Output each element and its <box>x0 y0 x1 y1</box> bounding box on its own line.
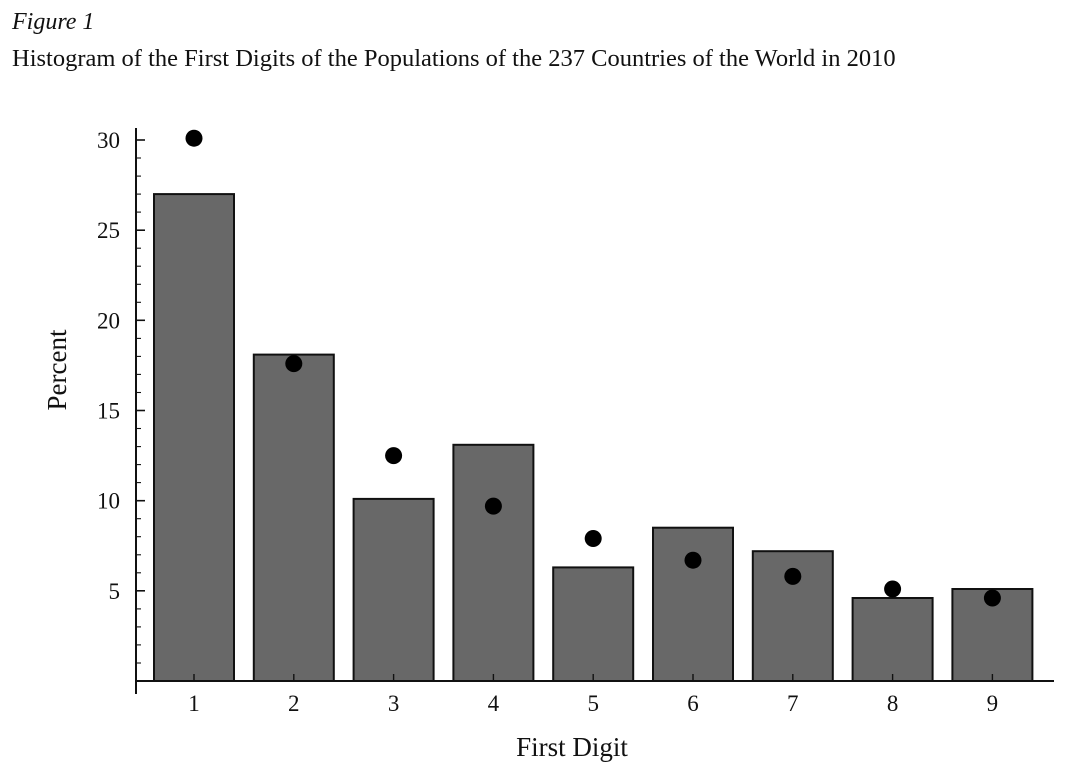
figure-title: Histogram of the First Digits of the Pop… <box>12 45 896 72</box>
dot-4 <box>484 497 502 515</box>
x-tick-label: 4 <box>488 691 500 716</box>
dot-3 <box>385 447 403 465</box>
dot-8 <box>884 580 902 598</box>
y-tick-label: 15 <box>97 399 120 424</box>
axes-layer <box>135 128 1054 694</box>
bar-6 <box>652 526 734 683</box>
y-axis-title: Percent <box>42 329 72 410</box>
y-tick-label: 10 <box>97 489 120 514</box>
y-tick-label: 20 <box>97 308 120 333</box>
dot-6 <box>684 551 702 569</box>
dot-9 <box>983 589 1001 607</box>
dot-1 <box>185 129 203 147</box>
x-tick-label: 2 <box>288 691 300 716</box>
bar-1 <box>153 193 235 682</box>
bar-3 <box>352 497 435 682</box>
bar-4 <box>452 443 535 682</box>
bar-5 <box>552 566 635 683</box>
x-tick-label: 9 <box>987 691 999 716</box>
dot-7 <box>784 567 802 585</box>
bar-8 <box>851 597 934 682</box>
y-tick-label: 5 <box>109 579 121 604</box>
labels-layer: 5 10 15 20 25 30 1 2 3 4 5 6 7 8 9 <box>97 128 998 716</box>
y-tick-label: 25 <box>97 218 120 243</box>
bar-2 <box>252 353 335 682</box>
dot-5 <box>584 530 602 547</box>
bars-layer <box>153 193 1034 683</box>
x-tick-label: 3 <box>388 691 400 716</box>
figure-label: Figure 1 <box>12 9 95 35</box>
x-tick-label: 7 <box>787 691 799 716</box>
x-tick-label: 8 <box>887 691 899 716</box>
x-tick-label: 1 <box>188 691 200 716</box>
x-tick-label: 6 <box>687 691 699 716</box>
dot-2 <box>285 355 303 373</box>
x-axis-title: First Digit <box>516 732 628 762</box>
dots-layer <box>185 129 1001 607</box>
y-tick-label: 30 <box>97 128 120 153</box>
x-tick-label: 5 <box>587 691 599 716</box>
